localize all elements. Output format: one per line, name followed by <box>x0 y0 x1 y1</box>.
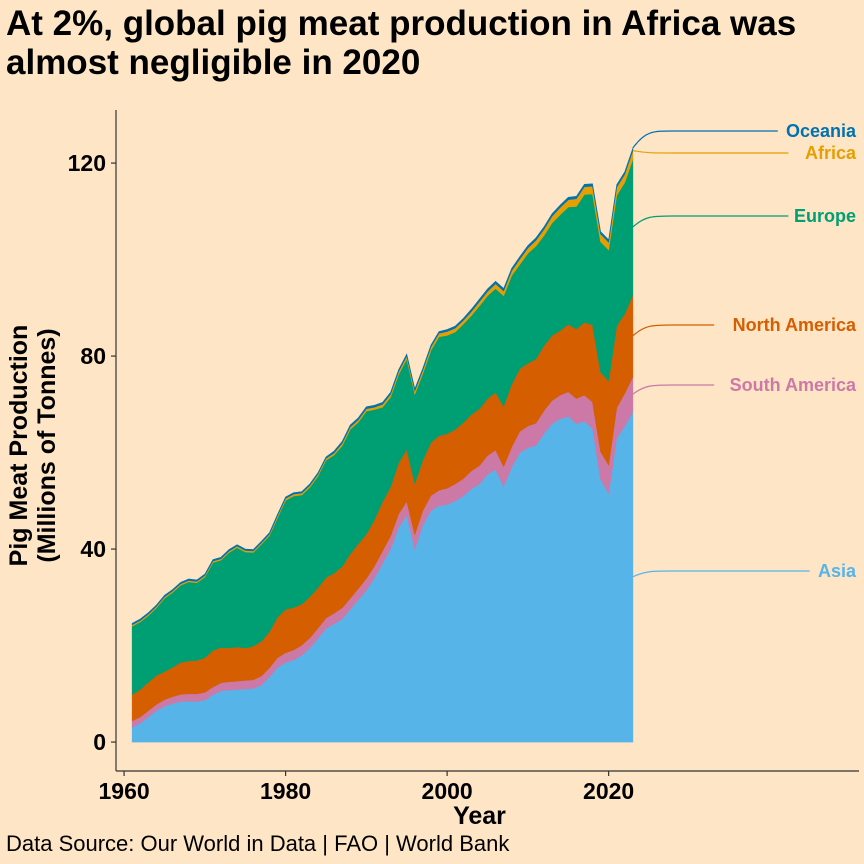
leader-line-north-america <box>632 324 715 337</box>
x-tick-label: 1980 <box>260 778 311 804</box>
series-label-oceania: Oceania <box>786 121 857 141</box>
x-axis-title: Year <box>453 802 506 830</box>
y-tick-label: 120 <box>68 150 106 176</box>
x-tick-label: 1960 <box>98 778 149 804</box>
x-tick-label: 2000 <box>422 778 473 804</box>
x-tick-label: 2020 <box>583 778 634 804</box>
chart-title: At 2%, global pig meat production in Afr… <box>6 4 797 82</box>
y-axis-title: Pig Meat Production <box>5 325 33 567</box>
data-source-caption: Data Source: Our World in Data | FAO | W… <box>6 831 510 856</box>
y-tick-label: 80 <box>80 343 106 369</box>
series-label-asia: Asia <box>818 561 857 581</box>
y-axis-title-units: (Millions of Tonnes) <box>33 328 61 562</box>
y-tick-label: 40 <box>80 536 106 562</box>
series-label-north-america: North America <box>733 315 857 335</box>
leader-line-oceania <box>632 130 778 149</box>
leader-line-africa <box>632 149 789 154</box>
leader-line-south-america <box>632 384 715 395</box>
y-tick-label: 0 <box>93 729 106 755</box>
series-label-south-america: South America <box>730 375 857 395</box>
series-label-africa: Africa <box>805 143 857 163</box>
leader-line-europe <box>632 215 789 228</box>
leader-line-asia <box>632 570 810 578</box>
series-label-europe: Europe <box>794 206 856 226</box>
